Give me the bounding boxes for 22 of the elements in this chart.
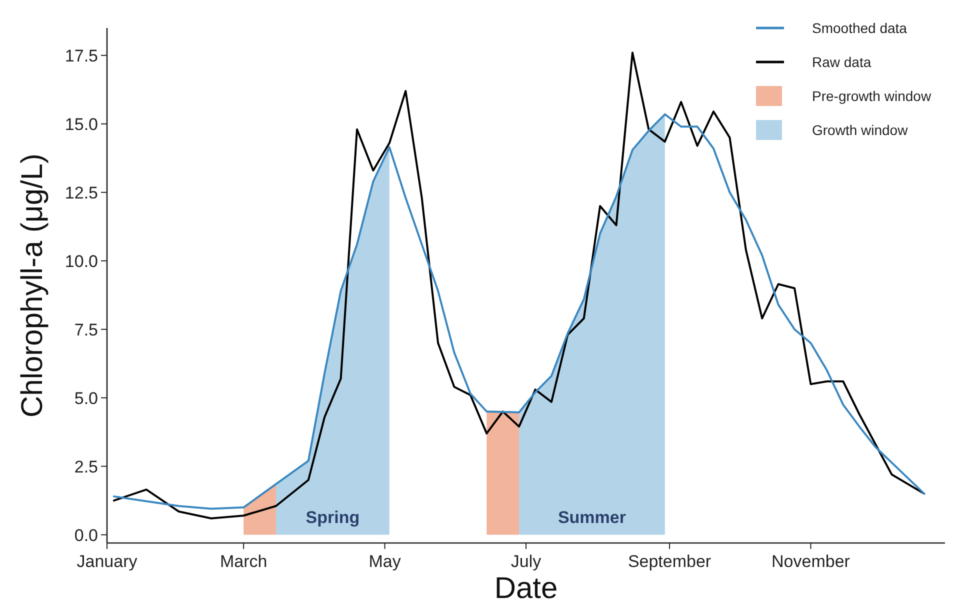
x-tick-label: September — [628, 552, 712, 571]
y-tick-label: 10.0 — [64, 252, 98, 271]
legend-label: Pre-growth window — [812, 88, 932, 104]
y-tick-label: 7.5 — [74, 320, 98, 340]
x-tick-label: July — [510, 552, 542, 571]
y-tick-label: 12.5 — [64, 183, 98, 202]
legend-label: Growth window — [812, 122, 909, 138]
annotation: Spring — [306, 508, 360, 527]
x-tick-label: November — [772, 552, 850, 571]
y-tick-label: 17.5 — [64, 46, 98, 66]
x-tick-label: January — [76, 552, 138, 571]
y-tick-label: 5.0 — [74, 388, 98, 408]
x-tick-label: March — [220, 552, 268, 571]
legend-label: Raw data — [812, 54, 872, 70]
y-axis-title: Chlorophyll-a (μg/L) — [16, 153, 49, 418]
annotation: Summer — [558, 508, 626, 527]
x-axis-title: Date — [494, 572, 558, 605]
y-tick-label: 0.0 — [74, 526, 98, 545]
x-tick-label: May — [368, 552, 402, 571]
y-tick-label: 2.5 — [74, 457, 98, 476]
y-tick-label: 15.0 — [64, 114, 98, 134]
legend-label: Smoothed data — [812, 20, 908, 36]
